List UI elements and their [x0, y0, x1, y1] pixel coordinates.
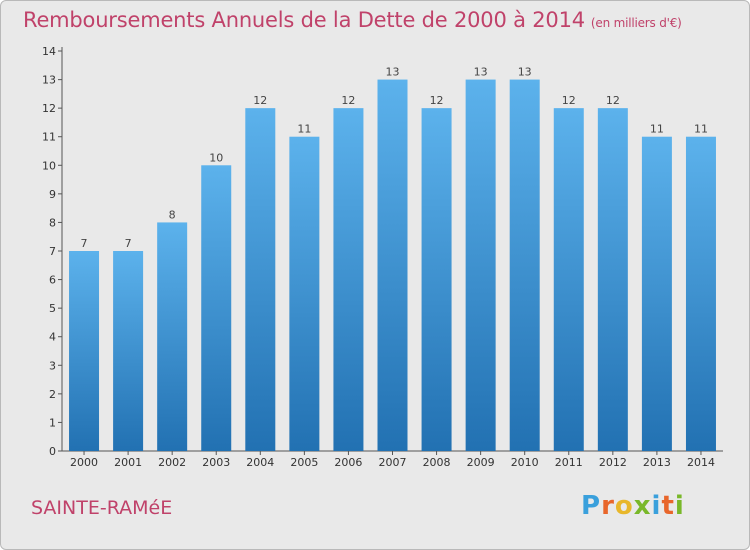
y-tick-label: 6: [49, 274, 56, 287]
proxiti-logo: Proxiti: [581, 491, 685, 521]
x-tick-label: 2004: [246, 456, 274, 469]
bar: [157, 222, 188, 451]
bar: [641, 136, 672, 451]
data-label: 10: [209, 151, 223, 164]
bar: [201, 165, 232, 452]
bar: [421, 108, 452, 452]
y-tick-label: 3: [49, 359, 56, 372]
bar: [465, 79, 496, 452]
y-tick-label: 0: [49, 445, 56, 458]
y-tick-label: 7: [49, 245, 56, 258]
y-tick-label: 4: [49, 331, 56, 344]
x-tick-label: 2013: [643, 456, 671, 469]
y-tick-label: 5: [49, 302, 56, 315]
x-tick-label: 2005: [290, 456, 318, 469]
chart-unit: (en milliers d'€): [590, 16, 682, 30]
data-label: 11: [694, 123, 708, 136]
bar: [685, 136, 716, 451]
x-tick-label: 2002: [158, 456, 186, 469]
y-tick-label: 14: [42, 45, 56, 58]
logo-letter: x: [633, 491, 652, 521]
logo-letter: i: [651, 491, 662, 521]
data-label: 11: [297, 123, 311, 136]
x-tick-label: 2006: [334, 456, 362, 469]
x-tick-label: 2007: [379, 456, 407, 469]
bar: [509, 79, 540, 452]
bar: [289, 136, 320, 451]
y-tick-label: 8: [49, 216, 56, 229]
data-label: 12: [606, 94, 620, 107]
data-label: 12: [341, 94, 355, 107]
data-label: 13: [474, 66, 488, 79]
logo-letter: i: [674, 491, 685, 521]
data-label: 7: [81, 237, 88, 250]
bar: [597, 108, 628, 452]
x-tick-label: 2010: [511, 456, 539, 469]
data-label: 12: [562, 94, 576, 107]
data-label: 12: [253, 94, 267, 107]
logo-letter: o: [614, 491, 634, 521]
x-tick-label: 2012: [599, 456, 627, 469]
x-tick-label: 2001: [114, 456, 142, 469]
bar: [245, 108, 276, 452]
x-tick-label: 2003: [202, 456, 230, 469]
y-tick-label: 2: [49, 388, 56, 401]
bar: [113, 251, 144, 451]
bars: [69, 79, 716, 452]
bar: [333, 108, 364, 452]
y-tick-label: 10: [42, 159, 56, 172]
data-label: 11: [650, 123, 664, 136]
bar: [69, 251, 100, 451]
x-tick-label: 2009: [467, 456, 495, 469]
commune-name: SAINTE-RAMéE: [31, 497, 173, 519]
y-tick-label: 11: [42, 131, 56, 144]
bar: [377, 79, 408, 452]
x-tick-label: 2008: [423, 456, 451, 469]
data-label: 7: [125, 237, 132, 250]
y-tick-label: 1: [49, 416, 56, 429]
data-label: 13: [518, 66, 532, 79]
y-tick-label: 13: [42, 74, 56, 87]
logo-letter: t: [661, 491, 675, 521]
x-tick-label: 2000: [70, 456, 98, 469]
chart-title: Remboursements Annuels de la Dette de 20…: [23, 8, 682, 32]
chart-title-text: Remboursements Annuels de la Dette de 20…: [23, 8, 585, 32]
labels: 2000 7 2001 7 2002 8 2003 10 2004 12 2005 11 2006 12 2…: [70, 66, 715, 469]
data-label: 12: [430, 94, 444, 107]
x-tick-label: 2011: [555, 456, 583, 469]
data-label: 13: [386, 66, 400, 79]
x-tick-label: 2014: [687, 456, 715, 469]
y-tick-label: 12: [42, 102, 56, 115]
y-tick-label: 9: [49, 188, 56, 201]
bar: [553, 108, 584, 452]
logo-letter: P: [581, 491, 602, 521]
data-label: 8: [169, 208, 176, 221]
logo-letter: r: [601, 491, 615, 521]
